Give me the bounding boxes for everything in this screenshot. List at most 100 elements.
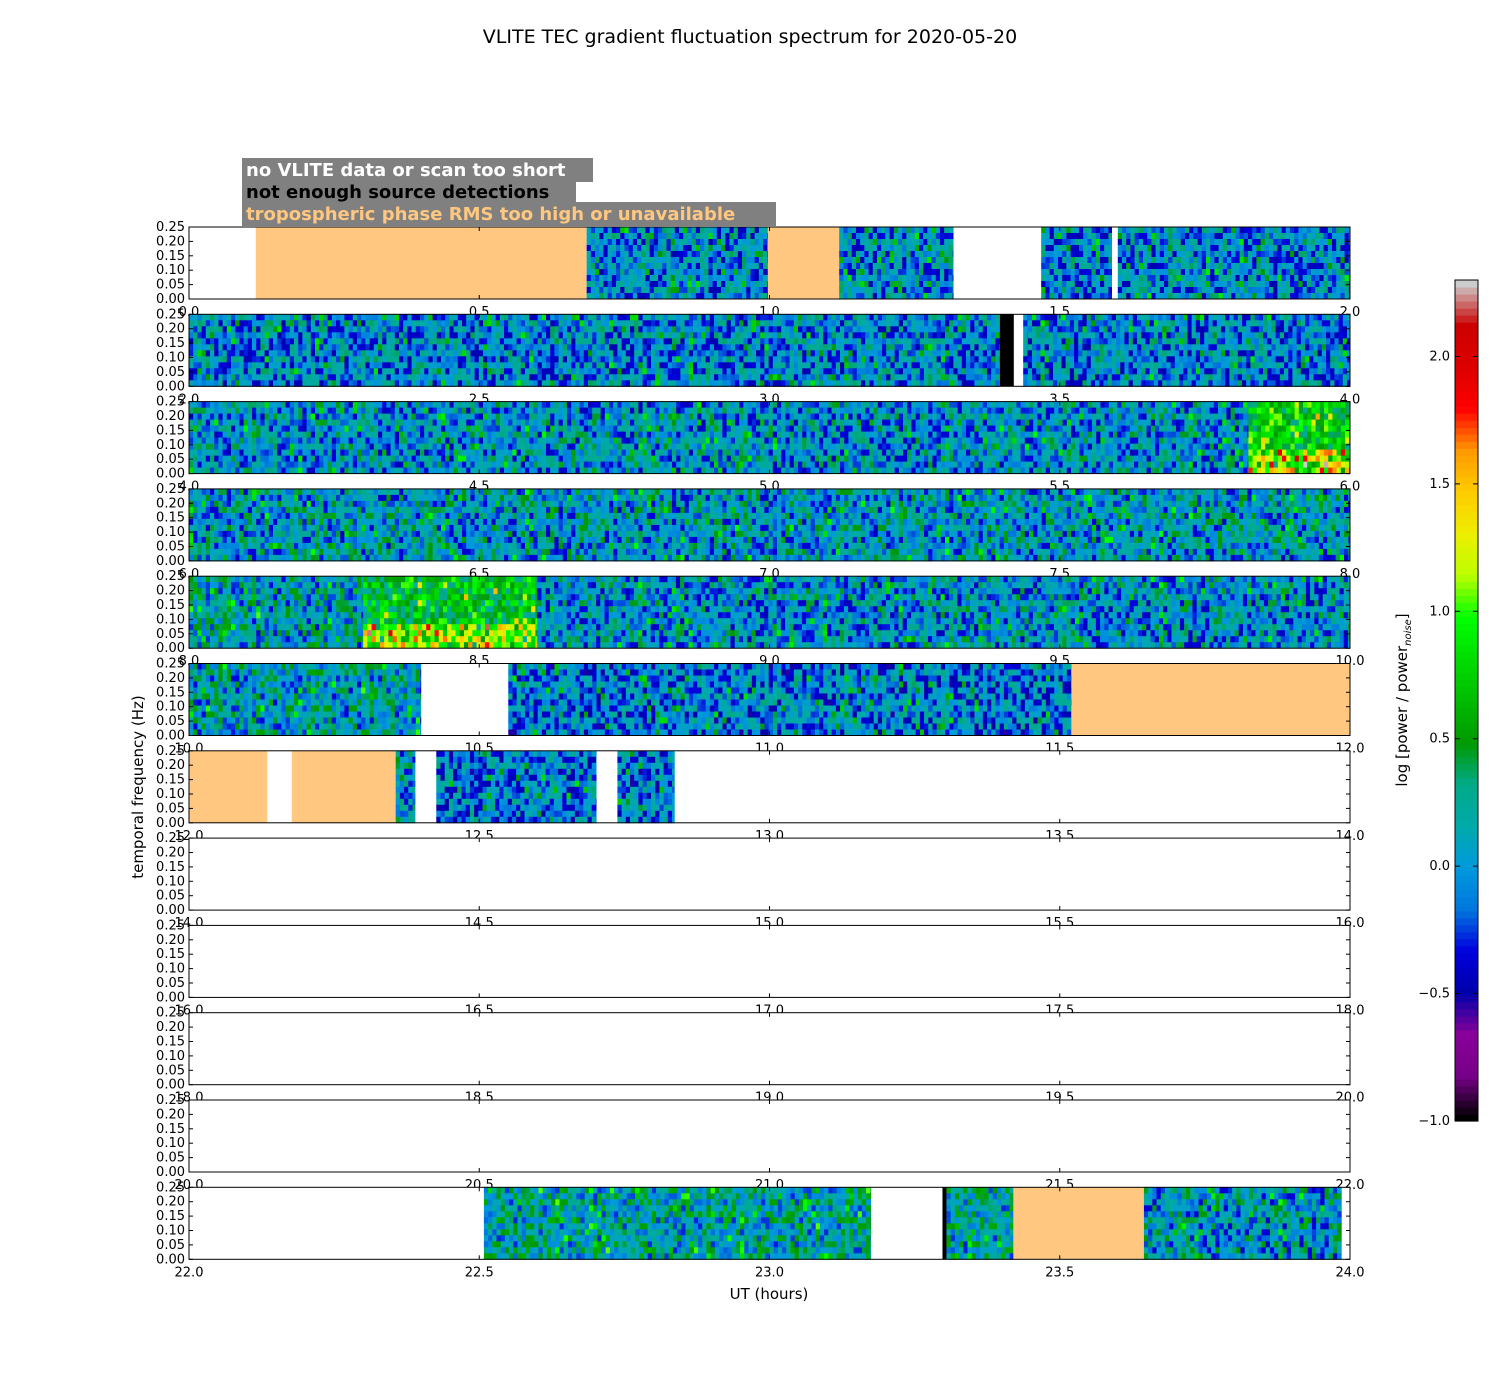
spectrum-cell xyxy=(708,293,713,299)
spectrum-cell xyxy=(386,332,391,338)
spectrum-cell xyxy=(898,275,903,281)
spectrum-cell xyxy=(353,326,358,332)
spectrum-cell xyxy=(1130,251,1135,257)
spectrum-cell xyxy=(940,257,945,263)
spectrum-cell xyxy=(1242,350,1247,356)
spectrum-cell xyxy=(223,338,228,344)
spectrum-cell xyxy=(843,251,848,257)
spectrum-cell xyxy=(650,275,655,281)
spectrum-cell xyxy=(911,380,916,386)
spectrum-cell xyxy=(869,293,874,299)
spectrum-cell xyxy=(966,338,971,344)
spectrum-cell xyxy=(1223,251,1228,257)
spectrum-cell xyxy=(1108,356,1113,362)
spectrum-cell xyxy=(529,326,534,332)
spectrum-cell xyxy=(1062,239,1067,245)
spectrum-cell xyxy=(587,263,592,269)
spectrum-cell xyxy=(496,350,501,356)
spectrum-cell xyxy=(764,350,769,356)
spectrum-cell xyxy=(1227,245,1232,251)
spectrum-cell xyxy=(1345,233,1350,239)
spectrum-cell xyxy=(349,374,354,380)
spectrum-cell xyxy=(647,332,652,338)
spectrum-cell xyxy=(877,293,882,299)
spectrum-cell xyxy=(1160,281,1165,287)
spectrum-cell xyxy=(966,320,971,326)
spectrum-cell xyxy=(378,326,383,332)
spectrum-cell xyxy=(620,287,625,293)
spectrum-cell xyxy=(1050,245,1055,251)
spectrum-cell xyxy=(332,320,337,326)
spectrum-cell xyxy=(601,332,606,338)
spectrum-cell xyxy=(290,368,295,374)
spectrum-cell xyxy=(743,344,748,350)
spectrum-cell xyxy=(1193,281,1198,287)
spectrum-cell xyxy=(1066,350,1071,356)
spectrum-cell xyxy=(281,344,286,350)
spectrum-cell xyxy=(856,257,861,263)
spectrum-cell xyxy=(853,380,858,386)
spectrum-cell xyxy=(1049,320,1054,326)
spectrum-cell xyxy=(1313,314,1318,320)
spectrum-cell xyxy=(365,380,370,386)
spectrum-cell xyxy=(1267,380,1272,386)
spectrum-cell xyxy=(1183,314,1188,320)
spectrum-cell xyxy=(1305,374,1310,380)
spectrum-cell xyxy=(1318,320,1323,326)
spectrum-cell xyxy=(252,326,257,332)
spectrum-cell xyxy=(1277,263,1282,269)
spectrum-cell xyxy=(433,374,438,380)
spectrum-cell xyxy=(668,314,673,320)
spectrum-cell xyxy=(1075,227,1080,233)
spectrum-cell xyxy=(1202,263,1207,269)
spectrum-cell xyxy=(260,326,265,332)
spectrum-cell xyxy=(256,350,261,356)
spectrum-cell xyxy=(692,287,697,293)
spectrum-cell xyxy=(987,314,992,320)
spectrum-cell xyxy=(857,362,862,368)
spectrum-cell xyxy=(759,227,764,233)
spectrum-cell xyxy=(689,338,694,344)
spectrum-cell xyxy=(811,350,816,356)
spectrum-cell xyxy=(1181,275,1186,281)
spectrum-cell xyxy=(470,320,475,326)
spectrum-cell xyxy=(1290,275,1295,281)
spectrum-cell xyxy=(596,314,601,320)
spectrum-cell xyxy=(769,368,774,374)
spectrum-cell xyxy=(827,350,832,356)
spectrum-cell xyxy=(591,281,596,287)
spectrum-cell xyxy=(277,338,282,344)
spectrum-cell xyxy=(895,314,900,320)
spectrum-cell xyxy=(710,368,715,374)
spectrum-cell xyxy=(592,332,597,338)
spectrum-cell xyxy=(869,263,874,269)
spectrum-cell xyxy=(763,275,768,281)
spectrum-cell xyxy=(235,326,240,332)
spectrum-cell xyxy=(608,263,613,269)
spectrum-cell xyxy=(1122,239,1127,245)
spectrum-cell xyxy=(584,338,589,344)
spectrum-cell xyxy=(1154,314,1159,320)
spectrum-cell xyxy=(504,380,509,386)
spectrum-cell xyxy=(1154,356,1159,362)
spectrum-cell xyxy=(1328,275,1333,281)
spectrum-cell xyxy=(760,320,765,326)
spectrum-cell xyxy=(1324,287,1329,293)
spectrum-cell xyxy=(1058,263,1063,269)
spectrum-cell xyxy=(856,227,861,233)
spectrum-cell xyxy=(1311,269,1316,275)
spectrum-cell xyxy=(755,275,760,281)
spectrum-cell xyxy=(970,314,975,320)
spectrum-cell xyxy=(697,338,702,344)
spectrum-cell xyxy=(645,293,650,299)
spectrum-cell xyxy=(374,344,379,350)
spectrum-cell xyxy=(987,338,992,344)
spectrum-cell xyxy=(449,338,454,344)
spectrum-cell xyxy=(323,374,328,380)
spectrum-cell xyxy=(1139,227,1144,233)
spectrum-cell xyxy=(244,374,249,380)
spectrum-cell xyxy=(886,380,891,386)
spectrum-cell xyxy=(1189,263,1194,269)
spectrum-cell xyxy=(696,293,701,299)
spectrum-cell xyxy=(603,227,608,233)
